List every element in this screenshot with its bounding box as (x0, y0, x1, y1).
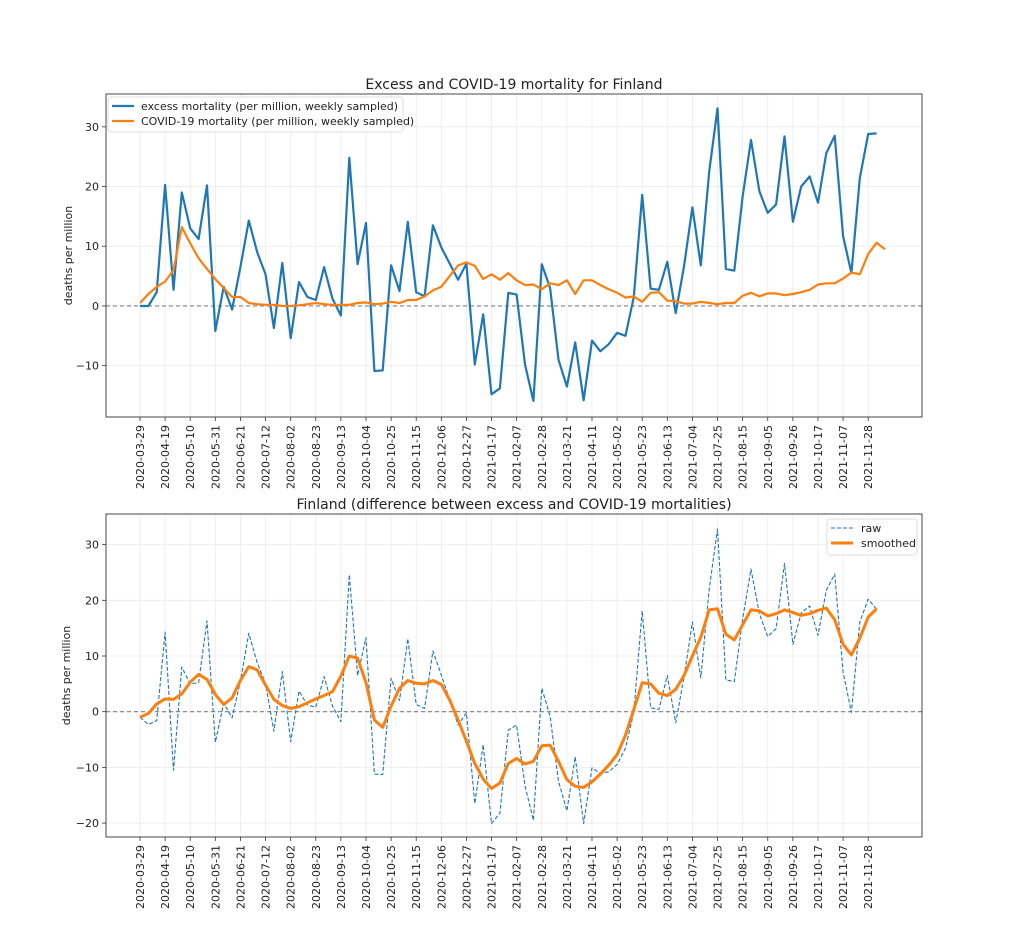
x-tick-label: 2021-04-11 (586, 425, 599, 489)
x-tick-label: 2021-07-04 (686, 425, 699, 489)
x-tick-label: 2020-08-23 (310, 845, 323, 909)
x-tick-label: 2020-06-21 (234, 425, 247, 489)
x-tick-label: 2021-11-28 (862, 425, 875, 489)
legend: excess mortality (per million, weekly sa… (107, 96, 414, 133)
x-tick-label: 2020-12-27 (460, 845, 473, 909)
series-line-raw (139, 528, 878, 825)
x-tick-label: 2020-10-25 (385, 845, 398, 909)
x-tick-label: 2021-02-28 (536, 425, 549, 489)
x-tick-label: 2021-05-02 (611, 845, 624, 909)
x-tick-label: 2021-11-07 (837, 845, 850, 909)
x-tick-label: 2020-05-31 (209, 845, 222, 909)
x-tick-label: 2020-08-02 (285, 425, 298, 489)
x-tick-label: 2020-07-12 (260, 425, 273, 489)
y-tick-label: 0 (92, 706, 99, 719)
x-tick-label: 2021-05-23 (636, 425, 649, 489)
x-tick-label: 2020-10-04 (360, 425, 373, 489)
x-tick-label: 2020-11-15 (410, 425, 423, 489)
x-tick-label: 2021-06-13 (661, 845, 674, 909)
x-tick-label: 2020-05-10 (184, 845, 197, 909)
legend-label: smoothed (861, 537, 916, 550)
x-tick-label: 2021-11-07 (837, 425, 850, 489)
legend-label: COVID-19 mortality (per million, weekly … (141, 115, 414, 128)
x-tick-label: 2021-09-05 (762, 425, 775, 489)
x-tick-label: 2020-10-04 (360, 845, 373, 909)
x-tick-label: 2021-08-15 (737, 425, 750, 489)
x-tick-label: 2021-03-21 (561, 845, 574, 909)
x-tick-label: 2021-05-02 (611, 425, 624, 489)
x-tick-label: 2020-03-29 (134, 425, 147, 489)
x-tick-label: 2020-12-06 (435, 845, 448, 909)
x-tick-label: 2020-08-23 (310, 425, 323, 489)
x-tick-label: 2020-09-13 (335, 845, 348, 909)
bottom-chart: −20 −10 0 10 20 30 2020-03-29 2020-04-19 2020-05… (60, 497, 923, 909)
series-line-smoothed (139, 606, 878, 790)
legend: raw smoothed (826, 518, 918, 556)
series-line-excess (140, 107, 877, 402)
x-tick-label: 2020-07-12 (260, 845, 273, 909)
x-tick-label: 2021-06-13 (661, 425, 674, 489)
legend-label: excess mortality (per million, weekly sa… (141, 100, 398, 113)
y-tick-label: 20 (85, 181, 99, 194)
y-axis-label: deaths per million (60, 626, 73, 725)
x-tick-label: 2021-02-07 (511, 425, 524, 489)
x-tick-label: 2020-06-21 (234, 845, 247, 909)
x-tick-label: 2021-02-07 (511, 845, 524, 909)
x-tick-label: 2020-05-31 (209, 425, 222, 489)
legend-label: raw (861, 522, 881, 535)
x-tick-label: 2021-09-26 (787, 845, 800, 909)
y-tick-label: 30 (85, 121, 99, 134)
axes-frame (105, 93, 923, 418)
y-tick-label: 20 (85, 594, 99, 607)
x-tick-label: 2020-03-29 (134, 845, 147, 909)
chart-title: Excess and COVID-19 mortality for Finlan… (365, 77, 662, 93)
x-tick-label: 2021-08-15 (737, 845, 750, 909)
x-tick-label: 2021-09-05 (762, 845, 775, 909)
x-tick-label: 2021-07-04 (686, 845, 699, 909)
x-tick-label: 2021-09-26 (787, 425, 800, 489)
x-tick-label: 2021-01-17 (486, 425, 499, 489)
x-tick-label: 2020-04-19 (159, 845, 172, 909)
x-tick-label: 2020-10-25 (385, 425, 398, 489)
y-tick-label: 0 (92, 300, 99, 313)
y-tick-label: −20 (76, 817, 99, 830)
y-tick-label: 30 (85, 539, 99, 552)
x-tick-label: 2020-04-19 (159, 425, 172, 489)
x-tick-label: 2020-09-13 (335, 425, 348, 489)
axes-frame (105, 513, 923, 838)
x-tick-label: 2021-11-28 (862, 845, 875, 909)
x-tick-label: 2021-10-17 (812, 845, 825, 909)
x-tick-label: 2021-03-21 (561, 425, 574, 489)
y-tick-label: −10 (76, 360, 99, 373)
legend-box (107, 96, 404, 133)
x-tick-label: 2021-04-11 (586, 845, 599, 909)
x-tick-label: 2021-05-23 (636, 845, 649, 909)
x-tick-label: 2020-11-15 (410, 845, 423, 909)
x-tick-label: 2021-07-25 (712, 425, 725, 489)
x-tick-label: 2020-12-27 (460, 425, 473, 489)
x-tick-label: 2020-12-06 (435, 425, 448, 489)
x-tick-label: 2021-01-17 (486, 845, 499, 909)
y-tick-label: 10 (85, 240, 99, 253)
y-tick-label: 10 (85, 650, 99, 663)
chart-title: Finland (difference between excess and C… (296, 497, 731, 513)
x-tick-label: 2021-07-25 (712, 845, 725, 909)
y-tick-label: −10 (76, 761, 99, 774)
series-line-covid19 (139, 226, 886, 308)
x-tick-label: 2021-02-28 (536, 845, 549, 909)
x-tick-label: 2021-10-17 (812, 425, 825, 489)
x-tick-label: 2020-08-02 (285, 845, 298, 909)
y-axis-label: deaths per million (62, 206, 75, 305)
top-chart: −10 0 10 20 30 2020-03-29 2020-04-19 2020-05-10… (62, 77, 923, 489)
x-tick-label: 2020-05-10 (184, 425, 197, 489)
